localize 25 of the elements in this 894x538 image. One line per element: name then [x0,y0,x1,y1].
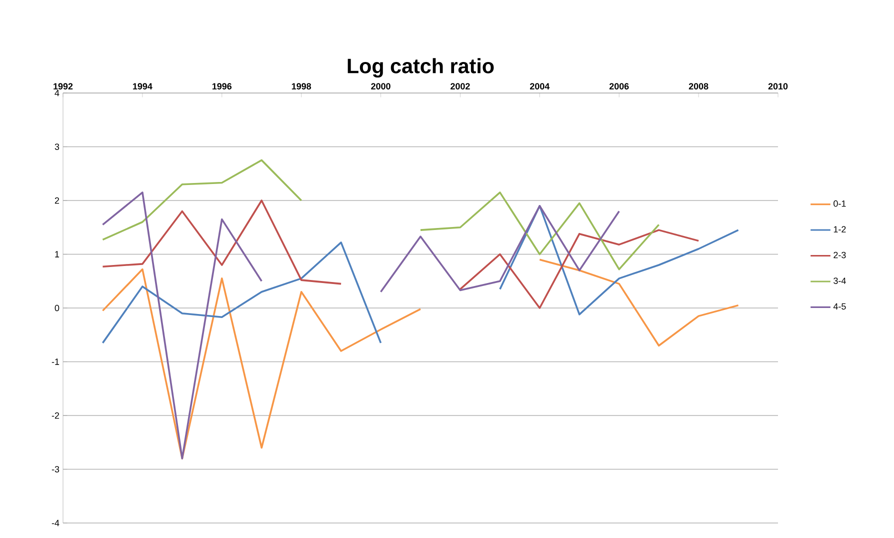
x-tick-label: 1996 [212,83,232,90]
y-tick-label: -2 [52,412,60,419]
x-tick-label: 1992 [54,83,73,90]
y-tick-label: -1 [52,358,60,365]
y-tick-label: 1 [55,251,60,258]
x-tick-label: 1998 [292,83,312,90]
legend-label: 2-3 [834,252,846,258]
chart-title: Log catch ratio [348,58,494,78]
legend-label: 4-5 [833,303,846,310]
legend-label: 0-1 [834,200,846,207]
x-tick-label: 2008 [688,83,708,90]
y-tick-label: -3 [52,466,60,472]
x-tick-label: 2010 [768,83,788,90]
legend-label: 1-2 [834,226,846,232]
y-tick-label: 3 [54,144,60,150]
x-tick-label: 2006 [609,83,629,90]
y-tick-label: 4 [54,90,60,96]
y-tick-label: 2 [54,197,60,204]
x-tick-label: 2000 [371,83,390,90]
legend-label: 3-4 [834,278,846,284]
x-tick-label: 2002 [450,83,470,90]
y-tick-label: -4 [52,520,60,526]
y-tick-label: 0 [54,304,60,312]
x-tick-label: 1994 [133,83,152,90]
x-tick-label: 2004 [530,83,550,90]
